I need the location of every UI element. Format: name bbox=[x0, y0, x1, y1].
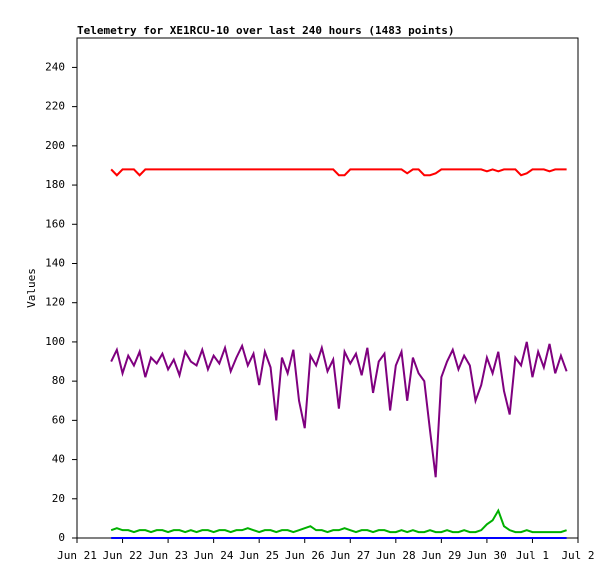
y-tick-label: 60 bbox=[52, 413, 65, 426]
y-tick-label: 200 bbox=[45, 139, 65, 152]
x-tick-label: Jun 30 bbox=[467, 549, 507, 562]
series-line bbox=[110, 508, 567, 534]
series-line bbox=[110, 168, 567, 177]
series-line bbox=[110, 341, 568, 478]
y-tick-label: 240 bbox=[45, 60, 65, 73]
x-tick-label: Jun 23 bbox=[148, 549, 188, 562]
y-tick-label: 20 bbox=[52, 492, 65, 505]
y-tick-label: 80 bbox=[52, 374, 65, 387]
plot-frame bbox=[76, 37, 579, 539]
x-tick-label: Jun 29 bbox=[421, 549, 461, 562]
x-tick-label: Jun 25 bbox=[239, 549, 279, 562]
y-tick-label: 120 bbox=[45, 296, 65, 309]
y-tick-label: 0 bbox=[58, 531, 65, 544]
x-tick-label: Jun 26 bbox=[285, 549, 325, 562]
x-tick-label: Jun 24 bbox=[194, 549, 234, 562]
y-axis-label: Values bbox=[25, 268, 38, 308]
y-tick-label: 40 bbox=[52, 453, 65, 466]
y-tick-label: 160 bbox=[45, 217, 65, 230]
y-tick-label: 140 bbox=[45, 256, 65, 269]
x-tick-label: Jun 28 bbox=[376, 549, 416, 562]
x-tick-label: Jun 22 bbox=[103, 549, 143, 562]
y-tick-label: 220 bbox=[45, 100, 65, 113]
chart-title: Telemetry for XE1RCU-10 over last 240 ho… bbox=[77, 24, 455, 37]
x-tick-label: Jul 2 bbox=[561, 549, 594, 562]
x-tick-label: Jul 1 bbox=[516, 549, 549, 562]
x-tick-label: Jun 21 bbox=[57, 549, 97, 562]
y-tick-label: 180 bbox=[45, 178, 65, 191]
x-tick-label: Jun 27 bbox=[330, 549, 370, 562]
y-tick-label: 100 bbox=[45, 335, 65, 348]
